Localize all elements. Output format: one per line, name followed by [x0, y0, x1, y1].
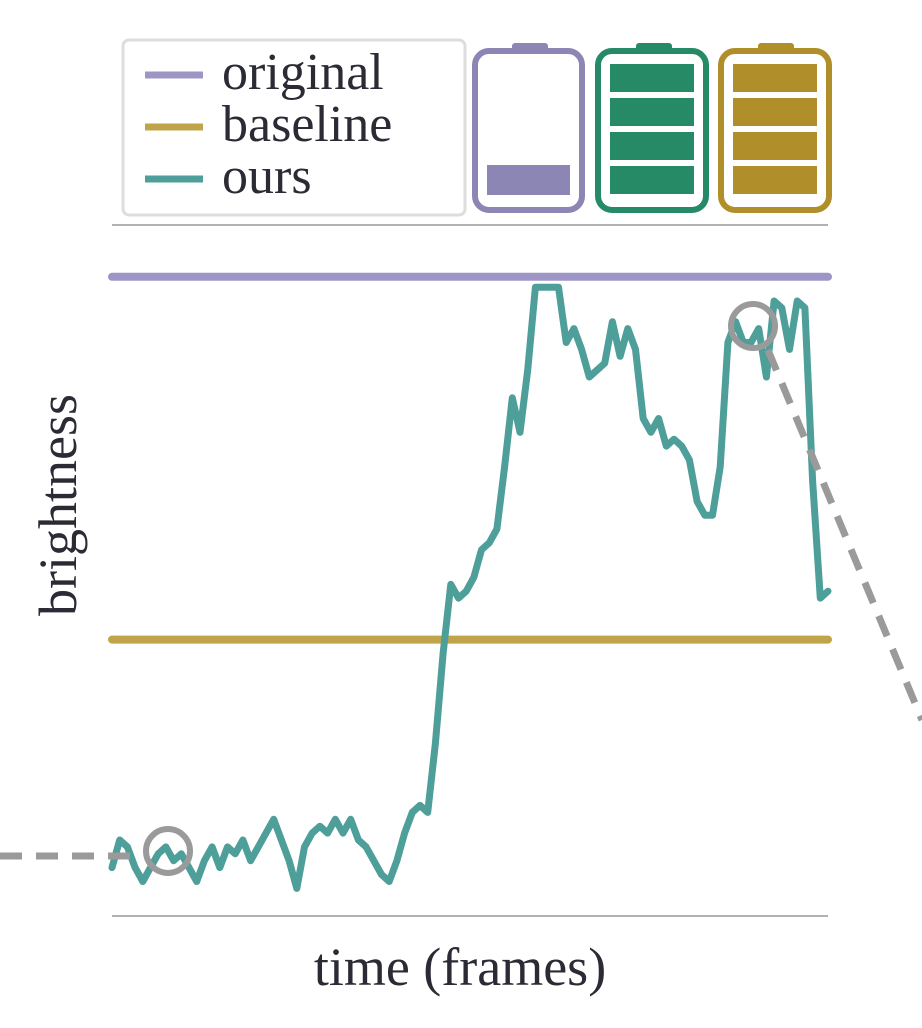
legend-label: ours — [222, 148, 312, 205]
plot — [108, 272, 832, 892]
annotations — [0, 301, 922, 876]
legend-label: baseline — [222, 96, 392, 153]
legend-label: original — [222, 44, 384, 101]
y-axis-label: brightness — [28, 394, 88, 616]
legend-box — [121, 38, 467, 217]
battery-original — [472, 43, 585, 213]
x-axis-label: time (frames) — [314, 937, 606, 997]
series-line — [108, 283, 832, 892]
battery-ours — [595, 43, 709, 213]
battery-baseline — [718, 43, 832, 213]
